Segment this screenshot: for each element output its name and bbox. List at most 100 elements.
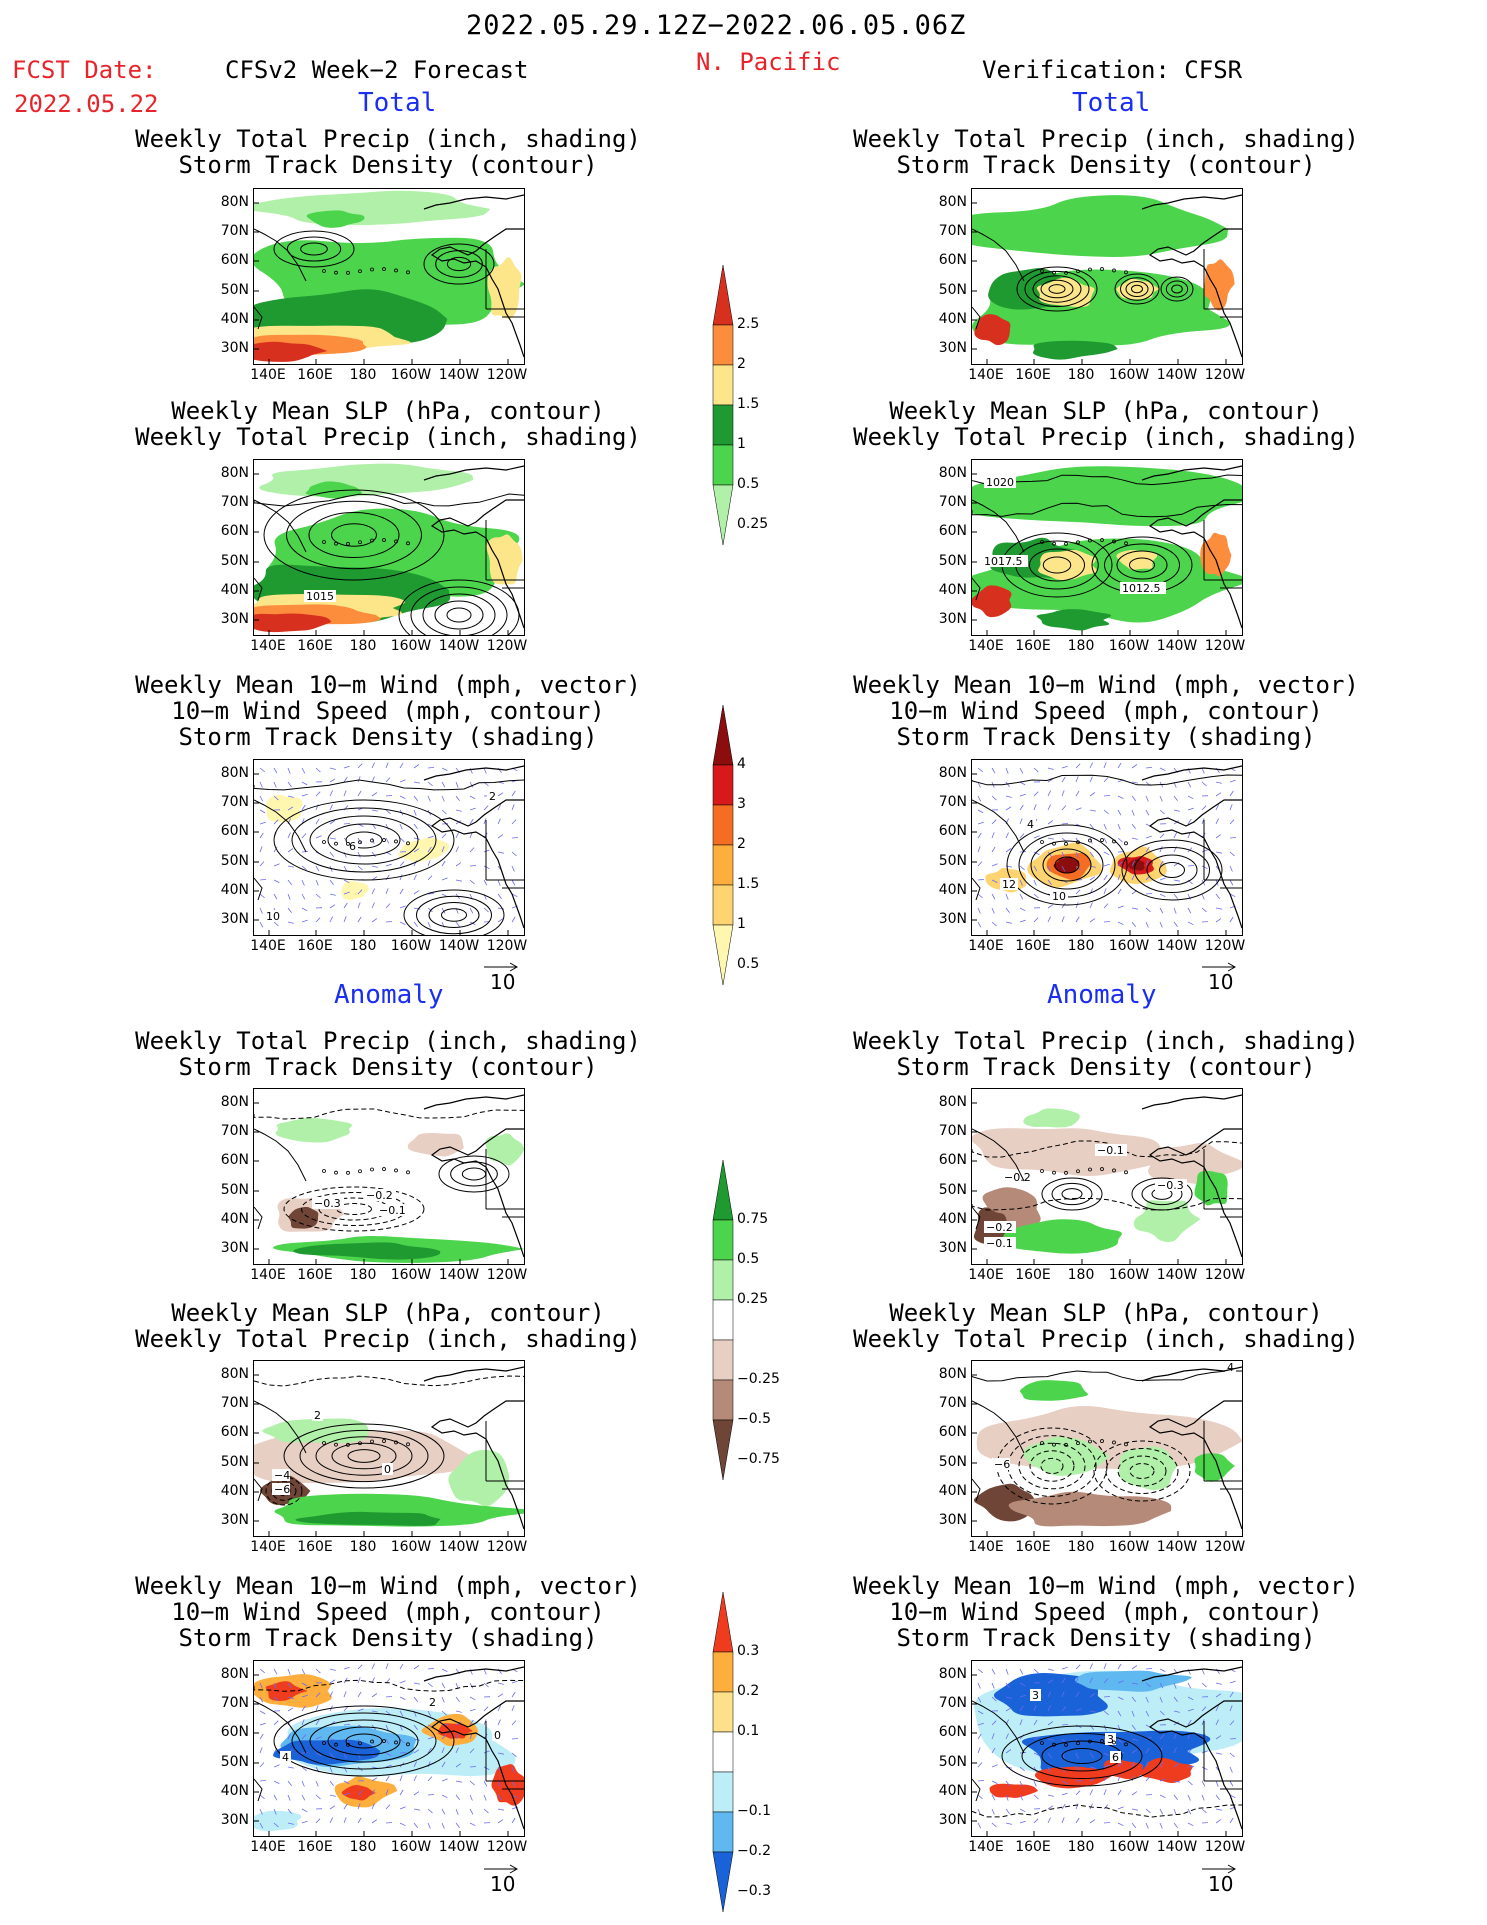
lat-tick-label: 30N xyxy=(938,1512,967,1528)
slp-anom-label-bg xyxy=(382,1463,393,1475)
wind-vector xyxy=(1047,790,1051,797)
aleutian-island xyxy=(382,1439,386,1443)
title-wind-anom-obs-line: Storm Track Density (shading) xyxy=(896,1624,1316,1652)
wind-vector xyxy=(497,1808,504,1811)
wind-contour-label: 12 xyxy=(1002,878,1016,891)
total-label-right: Total xyxy=(1072,88,1151,118)
storm-track-contour xyxy=(1131,284,1143,294)
precip-shade xyxy=(305,481,362,499)
wind-vector xyxy=(1089,902,1093,909)
wind-vector xyxy=(427,1761,431,1768)
wind-vector xyxy=(441,767,448,771)
wind-vector xyxy=(357,1752,361,1759)
wind-vector xyxy=(385,921,393,923)
lon-tick-label: 140W xyxy=(1156,638,1198,654)
storm-anom-label-bg xyxy=(1155,1179,1187,1191)
lat-tick-label: 40N xyxy=(220,1483,249,1499)
wind-vector xyxy=(991,1682,995,1689)
wind-vector xyxy=(301,767,306,774)
wind-vector xyxy=(1047,804,1051,811)
aleutian-island xyxy=(1124,1170,1128,1175)
wind-vector xyxy=(287,832,291,839)
wind-vector xyxy=(1201,849,1208,853)
title-slp-anom-fcst: Weekly Mean SLP (hPa, contour) Weekly Tot… xyxy=(108,1300,668,1352)
wind-vector xyxy=(1159,767,1166,771)
storm-anom-shade xyxy=(491,1764,524,1806)
wind-vector xyxy=(1159,846,1163,853)
panel-wind-anom-obs-map: 3 3 6 xyxy=(972,1663,1242,1836)
wind-speed-contour xyxy=(972,774,1242,786)
wind-vector xyxy=(469,1748,475,1754)
wind-vector xyxy=(1019,1794,1024,1801)
wind-vector xyxy=(1173,1763,1180,1768)
wind-vector xyxy=(991,893,996,900)
wind-vector xyxy=(1103,809,1109,815)
wind-vector xyxy=(315,893,321,899)
colorbar-precip-total-segment xyxy=(712,404,734,446)
wind-vector xyxy=(357,1691,362,1698)
wind-vector xyxy=(991,832,995,839)
storm-anom-label: −0.1 xyxy=(986,1237,1013,1250)
wind-vector xyxy=(301,907,308,912)
wind-vector xyxy=(1201,1794,1205,1801)
colorbar-precip-total-segment xyxy=(712,444,734,486)
wind-vector xyxy=(1145,1794,1153,1796)
wind-vector xyxy=(259,1808,263,1815)
wind-vector xyxy=(399,1806,406,1810)
wind-vector xyxy=(1201,781,1207,787)
colorbar-storm-total-label: 4 xyxy=(737,756,746,772)
wind-vector xyxy=(1005,832,1009,839)
lat-tick-label: 80N xyxy=(220,1666,249,1682)
wind-anom-label: 2 xyxy=(429,1696,436,1709)
slp-contour-label-bg xyxy=(304,590,336,602)
wind-contour-label: 6 xyxy=(349,840,356,853)
wind-vector xyxy=(343,776,348,783)
wind-vector xyxy=(1201,1808,1207,1814)
wind-vector xyxy=(399,779,406,783)
aleutian-island xyxy=(1124,1442,1128,1447)
storm-track-contour xyxy=(1032,275,1082,303)
wind-vector xyxy=(1005,1808,1010,1815)
wind-vector xyxy=(259,1733,264,1740)
slp-contour-label: 1020 xyxy=(986,476,1014,489)
wind-vector xyxy=(1173,907,1177,914)
political-borders xyxy=(1203,1721,1242,1790)
colorbar-precip-total xyxy=(712,265,734,545)
colorbar-precip-total-label: 1.5 xyxy=(737,396,760,412)
wind-vector xyxy=(1131,1822,1137,1829)
colorbar-storm-anom-segment xyxy=(712,1851,734,1912)
wind-vector xyxy=(1061,1706,1067,1712)
wind-vector xyxy=(1229,1752,1235,1758)
lat-tick-label: 50N xyxy=(938,1754,967,1770)
colorbar-storm-total-label: 0.5 xyxy=(737,956,760,972)
wind-vector xyxy=(1033,865,1038,872)
wind-vector xyxy=(371,902,375,909)
wind-vector xyxy=(413,809,417,816)
wind-vector xyxy=(991,1794,996,1801)
storm-anom-contour xyxy=(450,1161,498,1187)
political-borders xyxy=(485,1721,524,1790)
wind-vector xyxy=(1187,1766,1195,1768)
aleutian-island xyxy=(1040,840,1044,844)
lat-tick-label: 70N xyxy=(938,223,967,239)
title-precip-anom-fcst-line: Storm Track Density (contour) xyxy=(178,1053,598,1081)
panel-precip-anom-obs: −0.1 −0.2 −0.3 −0.2 −0.1 xyxy=(971,1088,1243,1265)
aleutian-island xyxy=(1076,1441,1080,1446)
wind-vector xyxy=(1005,806,1012,811)
wind-vector xyxy=(1103,863,1110,867)
wind-vector xyxy=(1089,1766,1096,1769)
wind-vector xyxy=(1215,907,1222,910)
lat-tick-label: 80N xyxy=(938,1094,967,1110)
wind-vector xyxy=(455,846,459,853)
storm-track-contour xyxy=(1114,273,1160,305)
wind-vector xyxy=(259,1696,264,1703)
wind-vector xyxy=(1215,781,1222,784)
colorbar-storm-total-segment xyxy=(712,705,734,766)
aleutian-island xyxy=(1100,1167,1104,1171)
coastline-north-america xyxy=(1148,799,1242,929)
wind-vector xyxy=(1075,1817,1080,1824)
lat-tick-label: 60N xyxy=(938,1724,967,1740)
wind-vector xyxy=(497,792,504,797)
wind-vector xyxy=(1103,823,1107,830)
lat-tick-label: 80N xyxy=(220,1366,249,1382)
